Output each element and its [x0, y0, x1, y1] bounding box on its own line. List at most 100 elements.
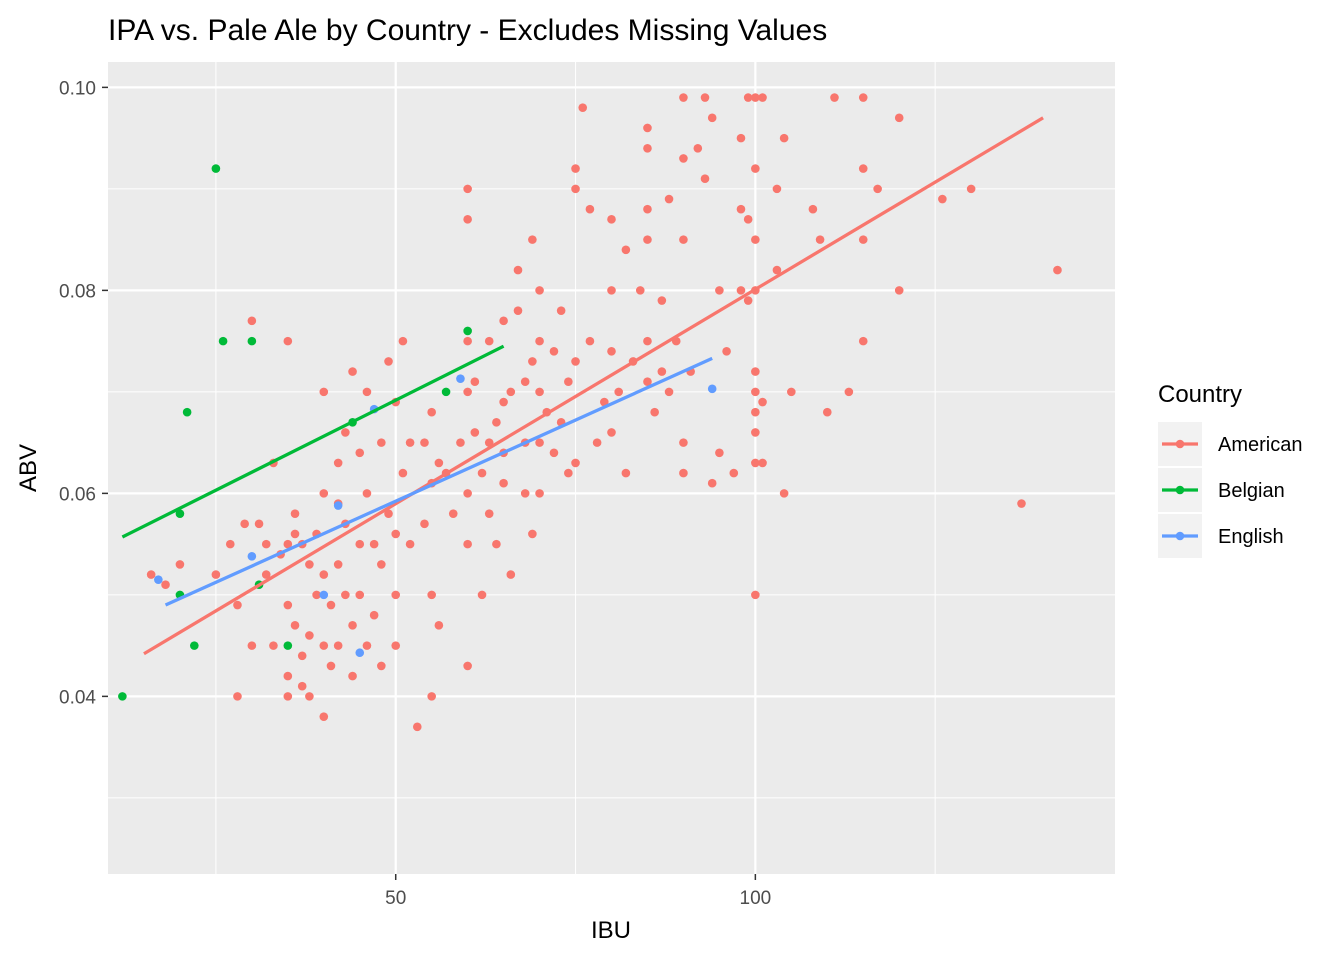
point-american — [520, 489, 530, 498]
point-american — [938, 194, 947, 204]
point-american — [283, 692, 293, 701]
point-american — [240, 519, 249, 529]
point-american — [736, 204, 746, 214]
legend-label-english: English — [1218, 526, 1284, 548]
point-american — [283, 336, 293, 346]
point-american — [635, 286, 645, 295]
point-american — [463, 661, 472, 671]
legend-label-american: American — [1218, 434, 1302, 456]
point-american — [751, 458, 760, 468]
point-american — [312, 590, 321, 600]
point-american — [499, 316, 508, 326]
grid-major — [108, 62, 1115, 874]
point-american — [470, 428, 480, 437]
point-american — [463, 184, 472, 194]
point-american — [815, 235, 825, 244]
point-english — [707, 384, 717, 394]
point-american — [679, 235, 688, 244]
y-tick-label: 0.04 — [59, 687, 96, 708]
plot-panel — [108, 62, 1115, 874]
legend: Country American Belgian English — [1158, 381, 1302, 558]
point-american — [384, 509, 393, 518]
point-american — [499, 397, 508, 407]
x-tick-label: 100 — [740, 888, 772, 909]
point-american — [643, 204, 652, 214]
fit-lines-layer — [121, 116, 1044, 656]
point-american — [233, 600, 242, 610]
point-american — [535, 336, 544, 346]
point-american — [398, 336, 408, 346]
point-american — [305, 692, 314, 701]
point-american — [664, 387, 674, 397]
x-axis-label: IBU — [591, 917, 631, 944]
point-american — [607, 428, 616, 437]
point-american — [448, 509, 458, 518]
point-english — [355, 648, 365, 658]
y-axis-label: ABV — [15, 444, 42, 492]
point-american — [873, 184, 882, 194]
point-american — [362, 387, 372, 397]
point-american — [751, 590, 760, 600]
point-american — [463, 489, 472, 498]
point-american — [657, 296, 667, 305]
point-american — [643, 235, 652, 244]
point-american — [269, 641, 278, 650]
point-american — [571, 357, 580, 366]
point-american — [484, 336, 494, 346]
point-american — [664, 194, 674, 204]
point-american — [341, 428, 350, 437]
point-american — [161, 580, 170, 590]
point-american — [643, 336, 652, 346]
point-american — [743, 296, 753, 305]
point-belgian — [441, 387, 451, 397]
legend-key-point-belgian — [1175, 485, 1185, 495]
point-american — [772, 265, 782, 275]
point-english — [154, 575, 163, 584]
point-american — [571, 458, 580, 468]
point-american — [506, 570, 516, 579]
point-american — [405, 438, 415, 447]
point-american — [736, 133, 746, 143]
point-american — [643, 143, 652, 153]
point-american — [427, 692, 436, 701]
point-american — [751, 164, 760, 173]
point-belgian — [247, 336, 257, 346]
point-american — [499, 478, 508, 488]
point-american — [715, 448, 724, 458]
point-american — [1017, 499, 1026, 508]
point-american — [607, 346, 616, 356]
fit-line-belgian — [121, 344, 505, 539]
point-american — [326, 600, 336, 610]
point-american — [571, 184, 580, 194]
point-american — [758, 93, 767, 102]
point-american — [592, 438, 602, 447]
point-american — [290, 529, 300, 539]
point-american — [858, 93, 868, 102]
x-axis-ticks: 50 100 — [385, 874, 771, 909]
point-american — [578, 103, 588, 112]
point-american — [319, 387, 329, 397]
point-american — [758, 458, 767, 468]
point-american — [290, 621, 300, 630]
point-american — [362, 489, 372, 498]
point-american — [211, 570, 221, 579]
point-american — [679, 93, 688, 102]
point-american — [772, 184, 782, 194]
point-american — [607, 215, 616, 224]
point-american — [362, 641, 372, 650]
point-american — [175, 560, 185, 569]
point-american — [377, 438, 386, 447]
point-american — [549, 346, 559, 356]
point-american — [434, 458, 444, 468]
point-american — [225, 539, 235, 549]
point-american — [283, 539, 293, 549]
point-american — [333, 641, 343, 650]
point-american — [247, 316, 257, 326]
point-american — [600, 397, 609, 407]
point-american — [506, 387, 516, 397]
point-american — [520, 377, 530, 387]
point-american — [621, 245, 631, 255]
point-american — [477, 590, 487, 600]
point-belgian — [283, 641, 293, 650]
